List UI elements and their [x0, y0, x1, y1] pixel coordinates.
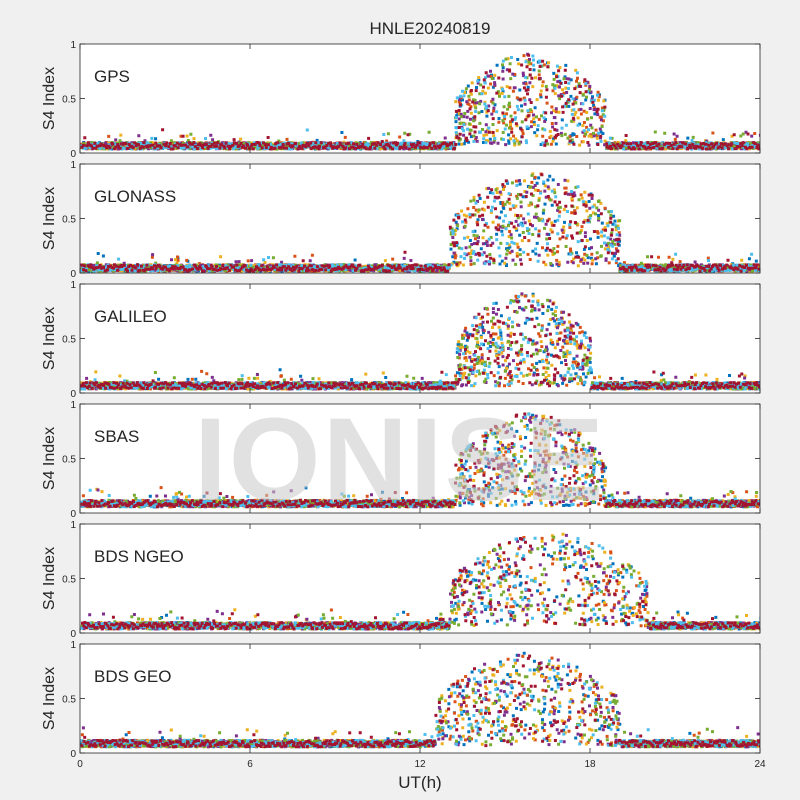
panel-bds-ngeo: 0 0.5 1 S4 Index BDS NGEO — [41, 520, 761, 640]
x-tick-label: 24 — [754, 759, 766, 770]
y-axis-label: S4 Index — [41, 307, 58, 370]
y-axis-label: S4 Index — [41, 187, 58, 250]
series-points — [80, 661, 760, 749]
y-tick-label: 0 — [70, 749, 76, 760]
series-points — [81, 295, 760, 391]
data-points — [80, 412, 760, 509]
y-tick-label: 0.5 — [62, 575, 76, 586]
panel-label: GALILEO — [94, 307, 167, 326]
series-points — [80, 52, 760, 151]
panel-label: BDS GEO — [94, 667, 171, 686]
plot-area — [80, 164, 760, 273]
panels-group: 0 0.5 1 S4 Index GPS 0 0.5 1 S4 Index GLONASS 0 0.5… — [41, 40, 761, 760]
y-tick-label: 0.5 — [62, 455, 76, 466]
series-points — [80, 299, 760, 391]
y-tick-label: 0 — [70, 269, 76, 280]
panel-label: GLONASS — [94, 187, 176, 206]
y-tick-label: 0.5 — [62, 335, 76, 346]
series-points — [80, 662, 760, 749]
y-axis-label: S4 Index — [41, 667, 58, 730]
data-points — [80, 172, 760, 273]
x-axis-label: UT(h) — [398, 773, 441, 792]
figure-title: HNLE20240819 — [370, 19, 491, 38]
y-tick-label: 1 — [70, 640, 76, 651]
plot-area — [80, 44, 760, 153]
panel-gps: 0 0.5 1 S4 Index GPS — [41, 40, 761, 160]
y-tick-label: 1 — [70, 40, 76, 51]
plot-area — [80, 524, 760, 633]
y-tick-label: 0.5 — [62, 695, 76, 706]
panel-label: BDS NGEO — [94, 547, 184, 566]
series-points — [80, 180, 760, 273]
plot-area — [80, 284, 760, 393]
panel-label: GPS — [94, 67, 130, 86]
data-points — [80, 292, 760, 391]
y-tick-label: 1 — [70, 400, 76, 411]
panel-galileo: 0 0.5 1 S4 Index GALILEO — [41, 280, 761, 400]
y-tick-label: 0.5 — [62, 215, 76, 226]
panel-sbas: 0 0.5 1 S4 Index SBAS — [41, 400, 761, 520]
y-tick-label: 0 — [70, 149, 76, 160]
data-points — [80, 52, 760, 151]
x-tick-label: 12 — [414, 759, 426, 770]
y-tick-label: 1 — [70, 160, 76, 171]
data-points — [80, 651, 760, 749]
y-tick-label: 1 — [70, 280, 76, 291]
y-axis-label: S4 Index — [41, 547, 58, 610]
y-tick-label: 0 — [70, 629, 76, 640]
panel-bds-geo: 0 0.5 1 S4 Index BDS GEO — [41, 640, 761, 760]
y-tick-label: 0.5 — [62, 95, 76, 106]
plot-area — [80, 404, 760, 513]
x-tick-label: 0 — [77, 759, 83, 770]
series-points — [80, 54, 760, 151]
y-axis-label: S4 Index — [41, 67, 58, 130]
x-tick-label: 18 — [584, 759, 596, 770]
panel-label: SBAS — [94, 427, 139, 446]
y-tick-label: 1 — [70, 520, 76, 531]
x-tick-label: 6 — [247, 759, 253, 770]
y-tick-label: 0 — [70, 389, 76, 400]
y-tick-label: 0 — [70, 509, 76, 520]
series-points — [80, 413, 760, 509]
y-axis-label: S4 Index — [41, 427, 58, 490]
x-axis: 0 6 12 18 24 — [77, 759, 766, 770]
plot-area — [80, 644, 760, 753]
panel-glonass: 0 0.5 1 S4 Index GLONASS — [41, 160, 761, 280]
series-points — [81, 653, 760, 749]
